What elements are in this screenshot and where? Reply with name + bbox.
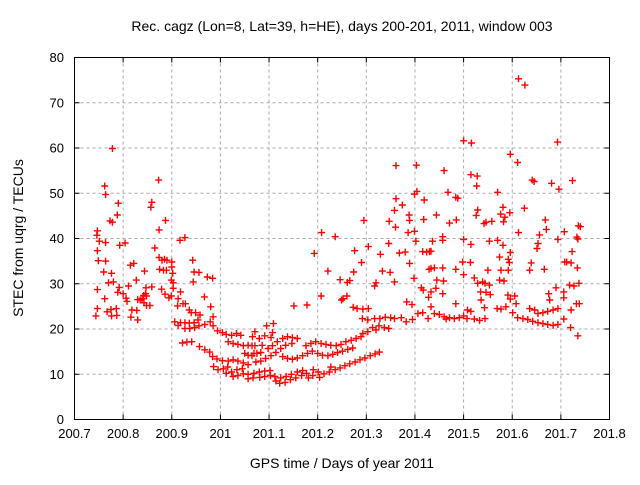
y-axis-label: STEC from uqrg / TECUs xyxy=(10,159,26,317)
data-points-layer xyxy=(92,75,584,387)
tick-labels-layer: 200.7 200.8 200.9 201 201.1 201.2 201.3 201.4 20… xyxy=(50,50,626,441)
x-axis-label: GPS time / Days of year 2011 xyxy=(250,455,434,471)
x-tick-label: 201.8 xyxy=(593,426,626,441)
y-tick-label: 40 xyxy=(50,231,64,246)
y-tick-label: 70 xyxy=(50,95,64,110)
y-tick-label: 60 xyxy=(50,141,64,156)
x-tick-label: 201.3 xyxy=(350,426,383,441)
x-tick-label: 201.7 xyxy=(545,426,578,441)
chart-title: Rec. cagz (Lon=8, Lat=39, h=HE), days 20… xyxy=(131,18,552,34)
x-tick-label: 201.2 xyxy=(301,426,334,441)
x-tick-label: 200.9 xyxy=(155,426,188,441)
x-tick-label: 201.5 xyxy=(447,426,480,441)
x-tick-label: 201.1 xyxy=(253,426,286,441)
x-tick-label: 201.4 xyxy=(399,426,432,441)
x-tick-label: 201 xyxy=(210,426,232,441)
x-tick-label: 201.6 xyxy=(496,426,529,441)
x-tick-label: 200.8 xyxy=(107,426,140,441)
y-tick-label: 80 xyxy=(50,50,64,65)
axes-layer xyxy=(74,57,610,420)
y-tick-label: 30 xyxy=(50,276,64,291)
x-tick-label: 200.7 xyxy=(58,426,91,441)
y-tick-label: 20 xyxy=(50,322,64,337)
y-tick-label: 0 xyxy=(57,412,64,427)
grid-layer xyxy=(74,57,610,420)
y-tick-label: 50 xyxy=(50,186,64,201)
y-tick-label: 10 xyxy=(50,367,64,382)
